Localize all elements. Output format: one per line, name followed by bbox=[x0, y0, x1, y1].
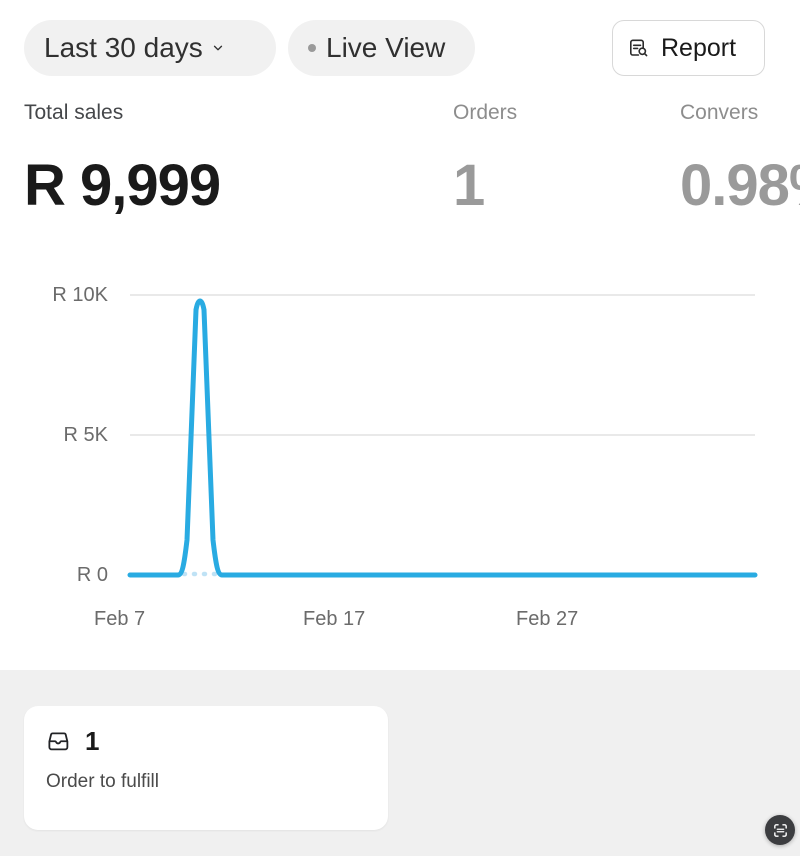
svg-text:R 5K: R 5K bbox=[64, 424, 109, 446]
svg-text:R 0: R 0 bbox=[77, 564, 108, 586]
svg-text:Feb 7: Feb 7 bbox=[94, 608, 145, 630]
svg-text:Feb 17: Feb 17 bbox=[303, 608, 365, 630]
svg-text:Feb 27: Feb 27 bbox=[516, 608, 578, 630]
svg-text:R 10K: R 10K bbox=[52, 284, 108, 306]
